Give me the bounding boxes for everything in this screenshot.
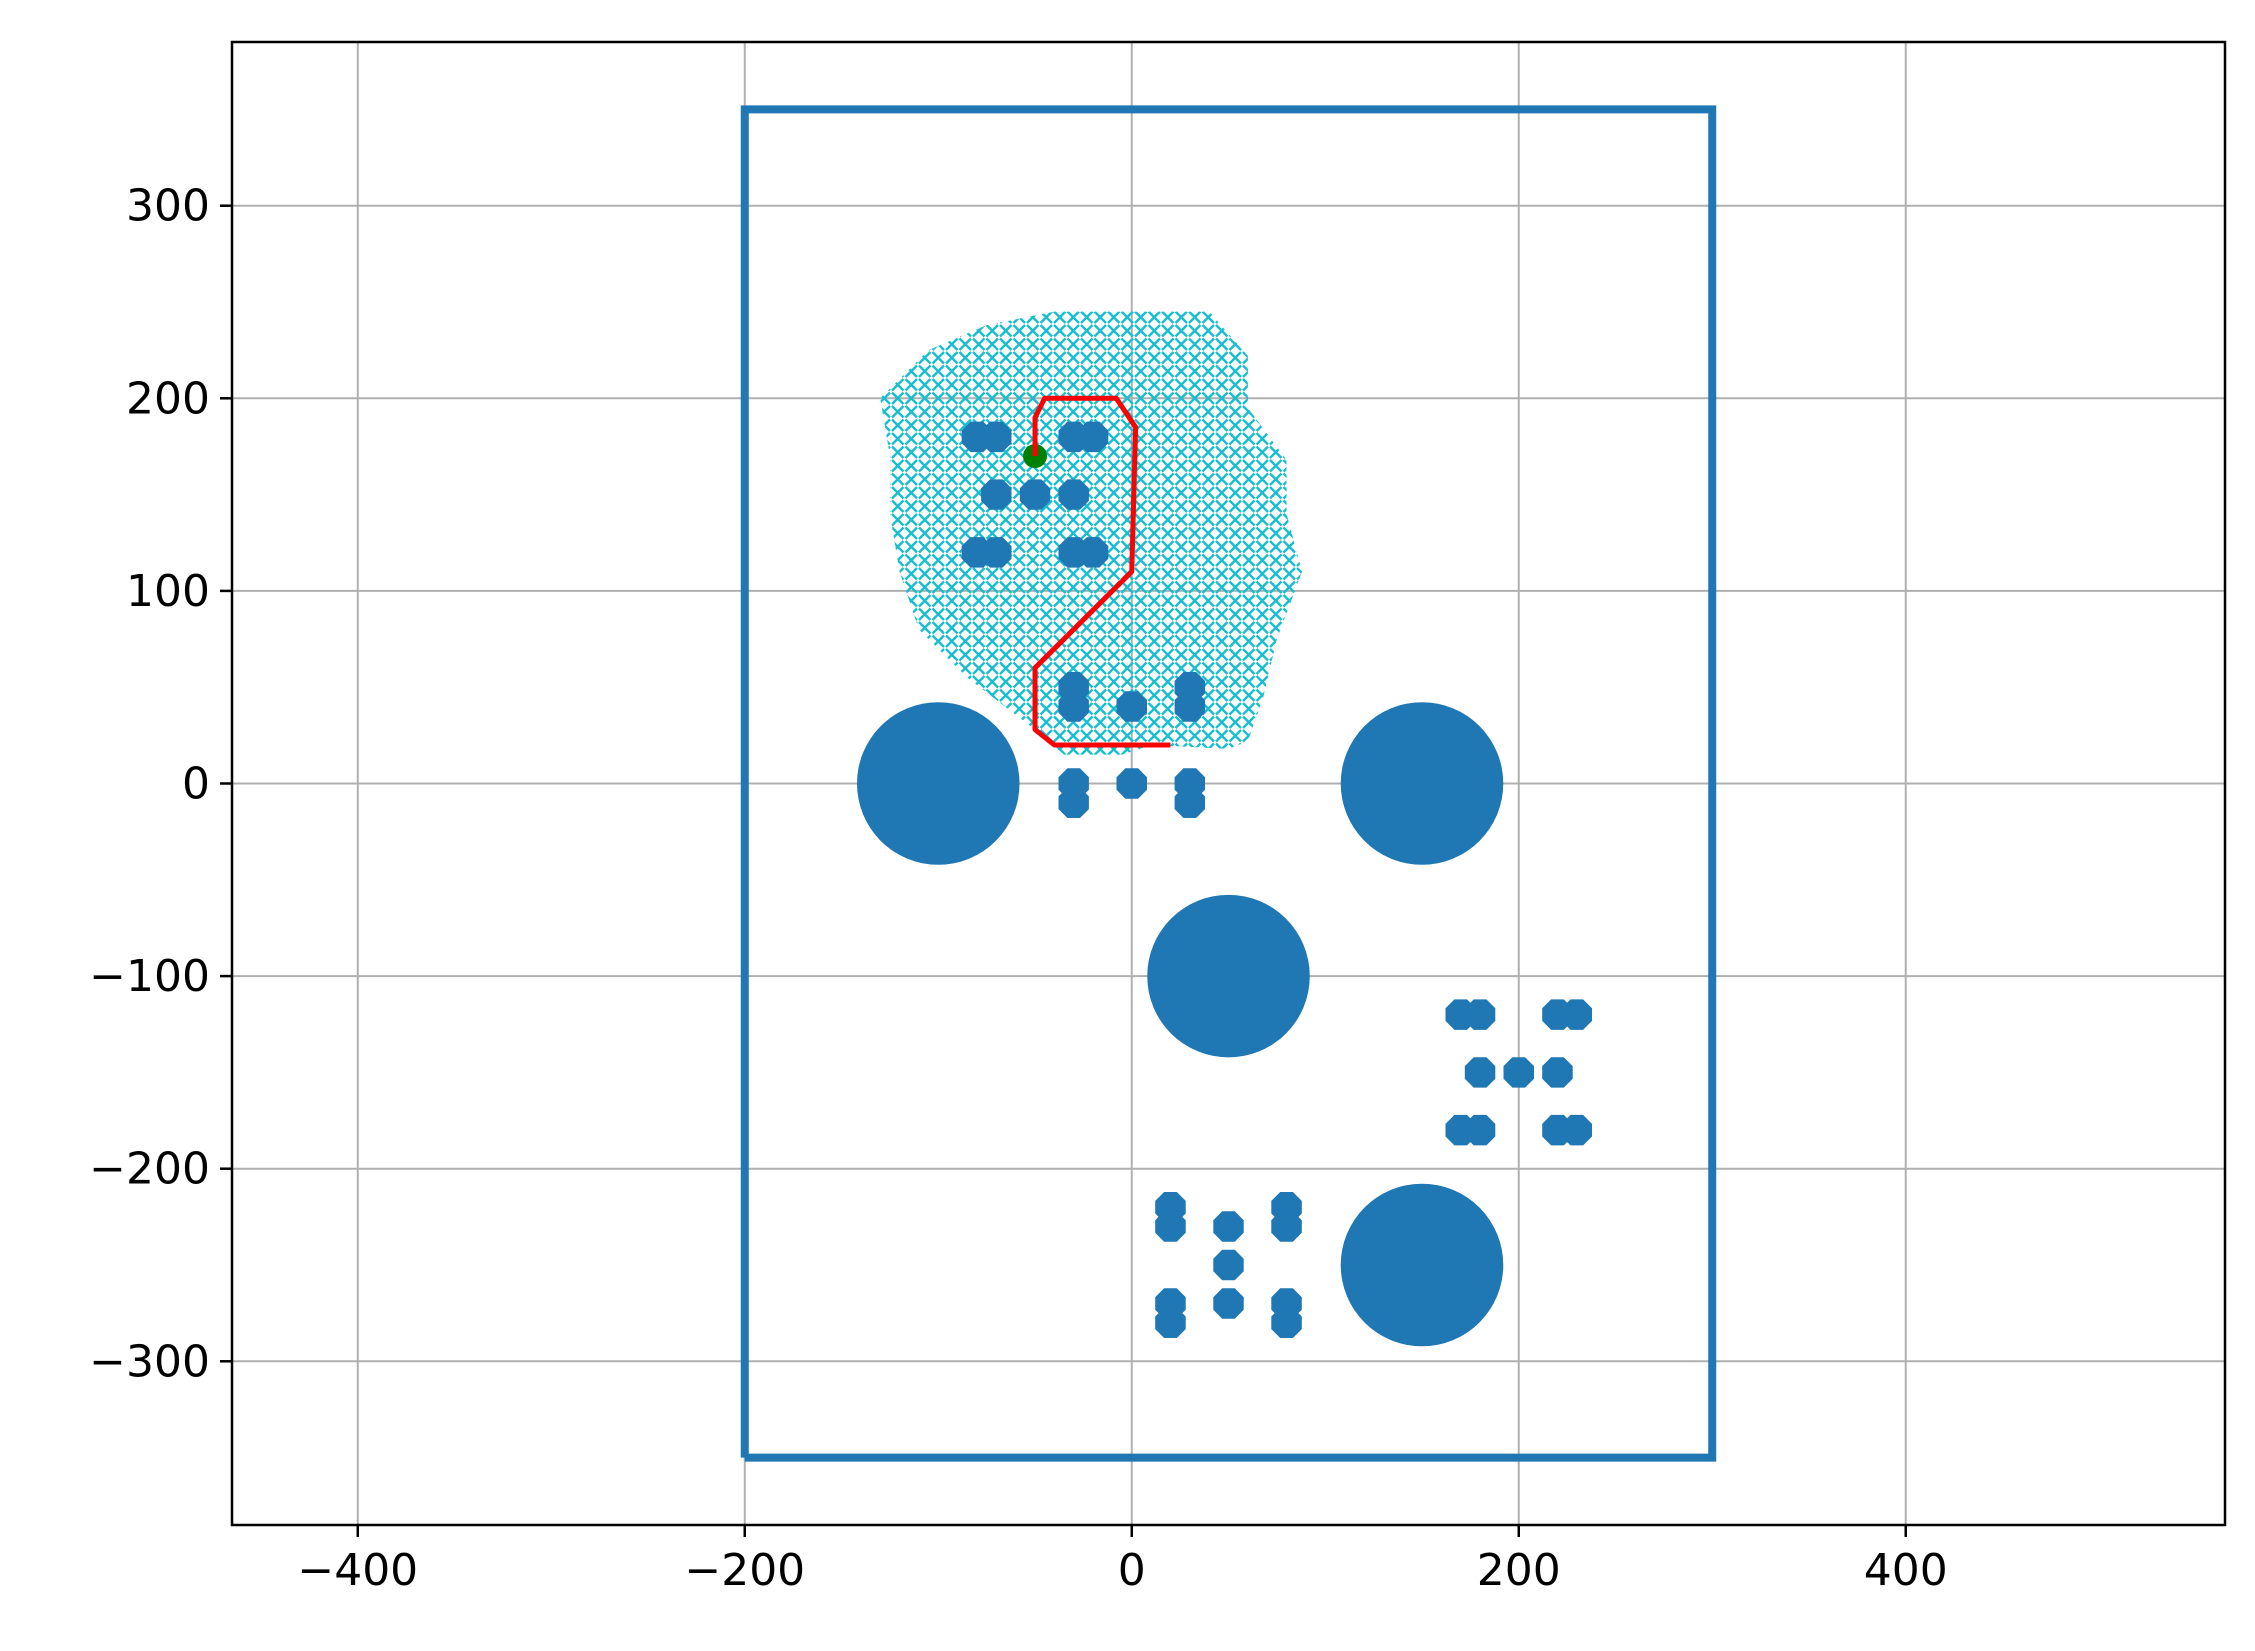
obstacle-small — [1155, 1307, 1186, 1338]
obstacle-small — [1174, 691, 1205, 722]
ticks: −400 −200 0 200 400 −300 −200 −100 0 100 200 300 — [89, 181, 1948, 1596]
obstacle-large — [1340, 1183, 1504, 1347]
obstacle-small — [1542, 1057, 1573, 1088]
obstacle-small — [1116, 691, 1147, 722]
obstacle-large — [1340, 702, 1504, 865]
obstacle-small — [1271, 1211, 1302, 1242]
x-tick-label: 0 — [1118, 1545, 1146, 1596]
y-tick-label: −200 — [89, 1144, 210, 1195]
obstacle-small — [1174, 787, 1205, 818]
obstacle-small — [1464, 999, 1496, 1030]
y-tick-label: 200 — [126, 373, 210, 424]
y-tick-label: 300 — [126, 181, 210, 232]
obstacle-small — [1019, 479, 1051, 510]
obstacle-large — [1147, 894, 1310, 1058]
obstacle-small — [1155, 1211, 1186, 1242]
obstacle-small — [1213, 1211, 1244, 1242]
obstacle-small — [1077, 537, 1109, 568]
x-tick-label: 200 — [1477, 1545, 1561, 1596]
x-tick-label: 400 — [1864, 1545, 1948, 1596]
obstacle-small — [981, 421, 1012, 453]
obstacle-small — [1213, 1288, 1244, 1319]
obstacle-small — [981, 537, 1012, 568]
path-line — [1032, 395, 1171, 748]
obstacle-small — [1464, 1057, 1496, 1088]
obstacle-small — [1464, 1114, 1496, 1146]
y-tick-label: −300 — [89, 1336, 210, 1387]
plot-area — [740, 105, 1717, 1462]
explored-region — [880, 311, 1303, 755]
obstacle-small — [1077, 421, 1109, 453]
obstacle-large — [856, 702, 1020, 865]
obstacle-small — [1058, 479, 1089, 510]
obstacle-small — [1213, 1249, 1244, 1281]
obstacle-small — [1058, 691, 1089, 722]
obstacle-small — [1503, 1057, 1534, 1088]
y-tick-label: 100 — [126, 566, 210, 617]
obstacle-small — [1561, 999, 1592, 1030]
y-tick-label: −100 — [89, 951, 210, 1002]
x-tick-label: −400 — [297, 1545, 418, 1596]
boundary-line — [740, 105, 1717, 1462]
x-tick-label: −200 — [684, 1545, 805, 1596]
obstacle-small — [981, 479, 1012, 510]
y-tick-label: 0 — [182, 759, 210, 810]
obstacle-small — [1058, 787, 1089, 818]
obstacle-small — [1561, 1114, 1592, 1146]
obstacle-small — [1271, 1307, 1302, 1338]
obstacle-small — [1116, 768, 1147, 799]
